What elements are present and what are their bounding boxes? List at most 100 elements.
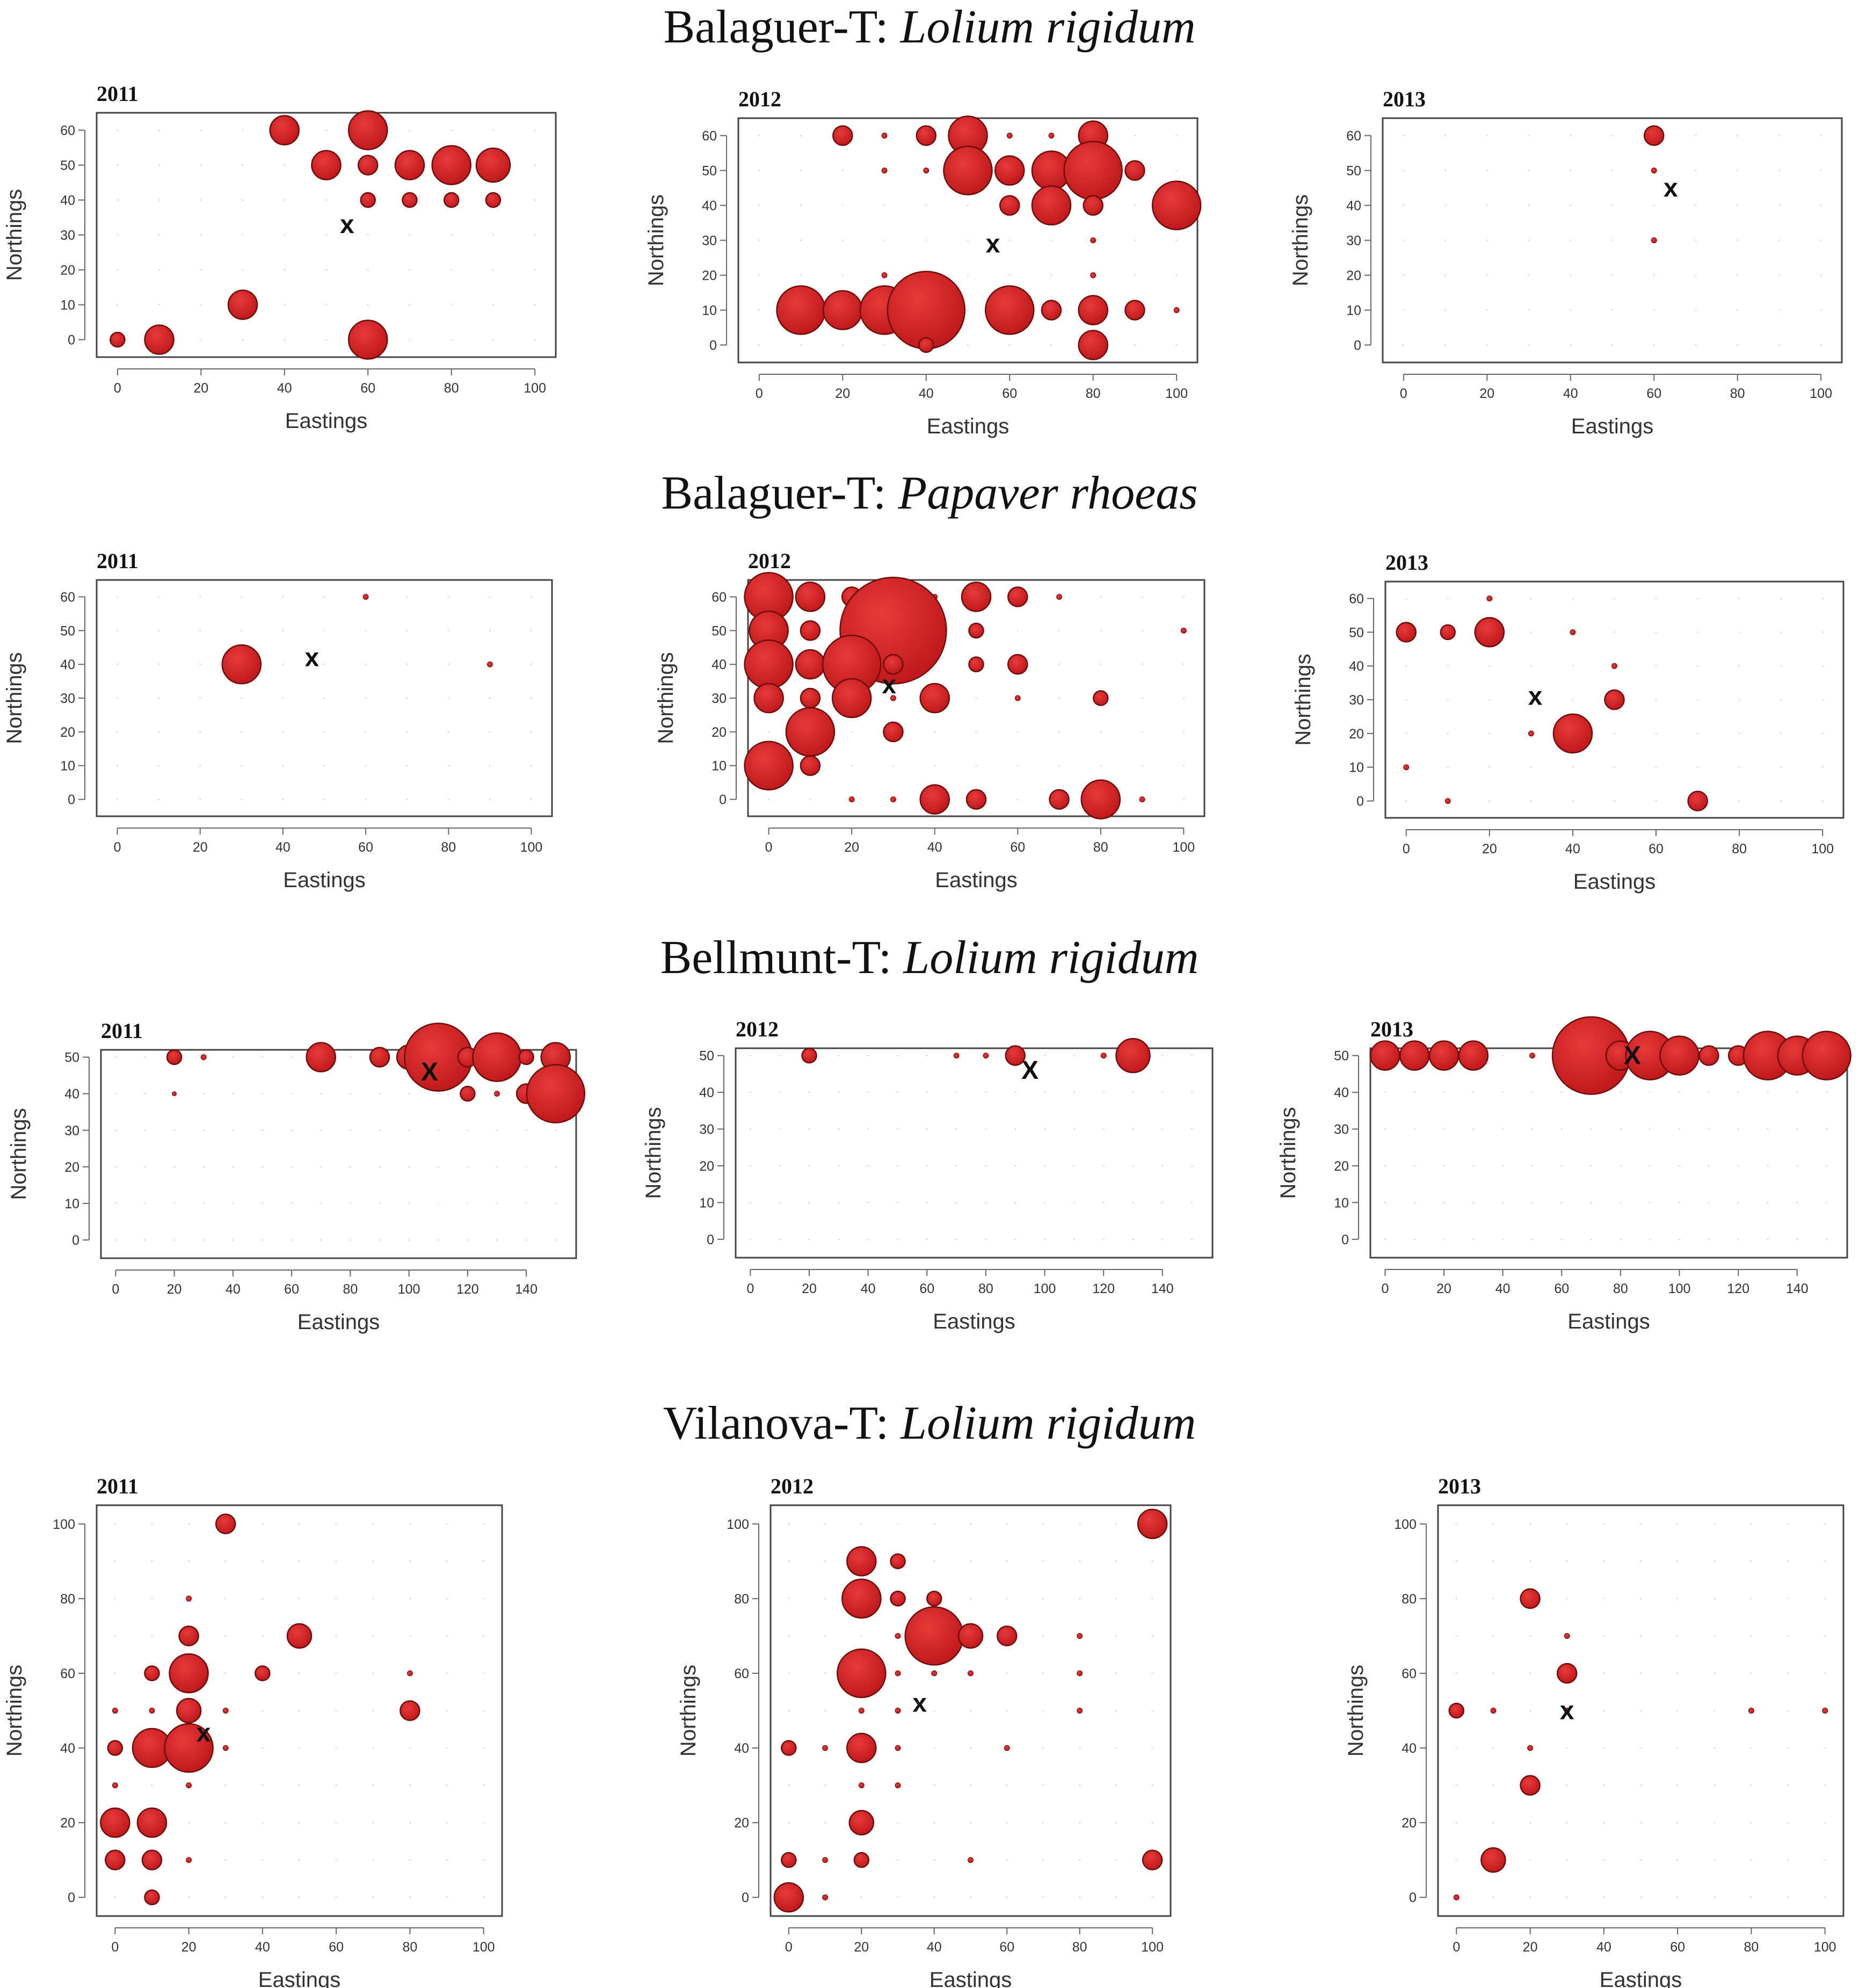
sample-site-dot <box>985 1128 987 1130</box>
sample-site-dot <box>1161 1055 1164 1057</box>
sample-site-dot <box>114 1056 117 1058</box>
y-tick-label: 40 <box>1401 1741 1417 1756</box>
x-tick-label: 80 <box>978 1281 993 1296</box>
sample-site-dot <box>1767 1091 1769 1093</box>
x-tick-label: 40 <box>927 840 942 855</box>
sample-site-dot <box>555 1202 557 1205</box>
sample-site-dot <box>1528 309 1530 311</box>
density-bubble <box>186 1857 192 1863</box>
sample-site-dot <box>158 731 160 733</box>
sample-site-dot <box>1443 1201 1445 1203</box>
sample-site-dot <box>173 1202 176 1205</box>
density-bubble <box>895 1745 901 1751</box>
sample-site-dot <box>1820 169 1822 172</box>
sample-site-dot <box>1058 663 1061 665</box>
sample-site-dot <box>1787 1672 1789 1674</box>
sample-site-dot <box>446 1523 448 1525</box>
sample-site-dot <box>1655 732 1657 735</box>
y-axis-label: Northings <box>1344 1665 1368 1757</box>
sample-site-dot <box>1572 665 1574 667</box>
sample-site-dot <box>379 1093 381 1095</box>
sample-site-dot <box>483 1784 485 1787</box>
y-tick-label: 20 <box>1334 1159 1349 1174</box>
sample-site-dot <box>1821 665 1824 667</box>
sample-site-dot <box>282 596 284 598</box>
sample-site-dot <box>1488 732 1491 735</box>
sample-site-dot <box>1403 239 1405 242</box>
y-tick-label: 40 <box>60 1741 75 1756</box>
sample-site-dot <box>1073 1165 1075 1167</box>
sample-site-dot <box>1653 309 1655 311</box>
sample-site-dot <box>1455 1635 1457 1637</box>
sample-site-dot <box>1079 1896 1081 1898</box>
chart-panel-1: 2011 0 20 40 60 80 100 0 10 20 30 40 50 60 Eastings Nor… <box>3 82 557 433</box>
sample-site-dot <box>1737 344 1739 346</box>
sample-site-dot <box>1008 274 1011 277</box>
y-tick-label: 60 <box>711 590 727 605</box>
sample-site-dot <box>788 1635 790 1637</box>
sample-site-dot <box>116 596 119 598</box>
density-bubble <box>172 1091 177 1097</box>
sample-site-dot <box>261 1056 264 1058</box>
sample-site-dot <box>1570 239 1572 242</box>
sample-site-dot <box>841 204 844 207</box>
density-bubble <box>919 683 950 714</box>
sample-site-dot <box>144 1056 146 1058</box>
x-tick-label: 60 <box>1646 386 1661 401</box>
sample-site-dot <box>1492 1784 1494 1787</box>
density-bubble <box>1448 1702 1465 1719</box>
sample-site-dot <box>262 1747 264 1749</box>
sample-site-dot <box>530 731 533 733</box>
sample-site-dot <box>788 1822 790 1824</box>
sample-site-dot <box>483 1709 485 1712</box>
sample-site-dot <box>437 1239 439 1241</box>
sample-site-dot <box>298 1598 301 1600</box>
sample-site-dot <box>1042 1672 1044 1674</box>
density-bubble <box>107 1740 124 1756</box>
sample-site-dot <box>1384 1238 1386 1240</box>
sample-site-dot <box>320 1202 322 1205</box>
density-bubble <box>918 337 934 353</box>
sample-site-dot <box>1502 1165 1504 1167</box>
sample-site-dot <box>323 596 325 598</box>
sample-site-dot <box>282 629 284 632</box>
density-bubble <box>1093 690 1109 706</box>
sample-site-dot <box>1488 699 1491 701</box>
sample-site-dot <box>1820 134 1822 137</box>
sample-site-dot <box>437 1166 439 1168</box>
sample-site-dot <box>1447 766 1449 768</box>
density-bubble <box>357 155 379 176</box>
density-bubble <box>1124 160 1145 181</box>
sample-site-dot <box>151 1784 153 1787</box>
sample-site-dot <box>1570 204 1572 207</box>
sample-site-dot <box>262 1598 264 1600</box>
x-axis-label: Eastings <box>935 868 1017 892</box>
sample-site-dot <box>1778 309 1781 311</box>
sample-site-dot <box>1486 309 1488 311</box>
sample-site-dot <box>446 1560 448 1562</box>
sample-site-dot <box>1778 239 1781 242</box>
sample-site-dot <box>1603 1896 1605 1898</box>
density-bubble <box>926 1591 942 1607</box>
sample-site-dot <box>1528 134 1530 137</box>
sample-site-dot <box>335 1784 337 1787</box>
density-bubble <box>904 1606 964 1666</box>
sample-site-dot <box>1695 204 1697 207</box>
sample-site-dot <box>325 269 328 271</box>
year-label: 2013 <box>1385 550 1428 575</box>
sample-site-dot <box>406 765 408 767</box>
sample-site-dot <box>323 629 325 632</box>
density-bubble <box>149 1708 155 1714</box>
sample-site-dot <box>1611 309 1614 311</box>
density-bubble <box>994 155 1025 186</box>
sample-site-dot <box>1403 274 1405 277</box>
sample-site-dot <box>151 1635 153 1637</box>
sample-site-dot <box>1050 344 1052 346</box>
sample-site-dot <box>1750 1859 1753 1861</box>
sample-site-dot <box>1132 1238 1134 1240</box>
sample-site-dot <box>1713 1896 1716 1898</box>
sample-site-dot <box>1603 1635 1605 1637</box>
sample-site-dot <box>261 1093 264 1095</box>
sample-site-dot <box>372 1672 374 1674</box>
density-bubble <box>1048 133 1055 139</box>
